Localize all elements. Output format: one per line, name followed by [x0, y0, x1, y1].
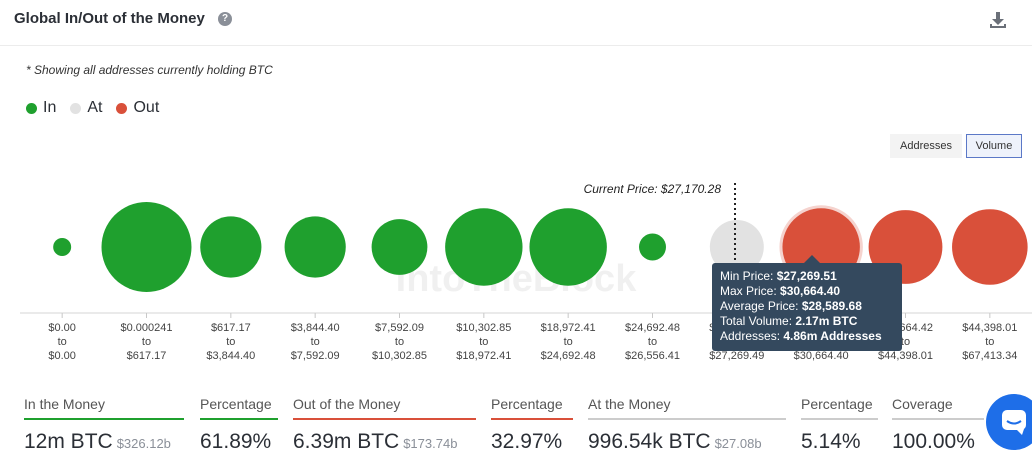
bucket-label-7: $24,692.48 to $26,556.41	[625, 322, 680, 362]
bubble-1	[101, 202, 192, 292]
bubble-4	[371, 219, 428, 275]
tooltip-box	[712, 263, 902, 351]
tooltip-row-0: Min Price: $27,269.51	[720, 269, 837, 283]
stat-in-percentage-value: 61.89%	[200, 430, 272, 453]
holdings-note: * Showing all addresses currently holdin…	[26, 63, 273, 77]
legend-label-in: In	[43, 99, 57, 116]
stat-at-money-usd: $27.08b	[714, 436, 762, 451]
legend-item-in[interactable]: In	[26, 99, 56, 117]
bubble-11	[952, 209, 1028, 285]
stat-at-percentage: Percentage 5.14%	[801, 396, 878, 454]
page-title: Global In/Out of the Money	[14, 10, 205, 27]
bubble-8	[709, 220, 764, 274]
stat-at-money-label: At the Money	[588, 396, 786, 420]
stats-bar: In the Money 12m BTC $326.12b Percentage …	[0, 396, 1032, 470]
stat-in-money-label: In the Money	[24, 396, 184, 420]
stat-out-percentage: Percentage 32.97%	[491, 396, 573, 454]
stat-at-money-value: 996.54k BTC $27.08b	[588, 430, 786, 454]
chart-legend: In At Out	[26, 99, 159, 117]
bucket-label-11: $44,398.01 to $67,413.34	[962, 322, 1017, 362]
stat-at-money-amount: 996.54k BTC	[588, 430, 711, 453]
stat-out-money-label: Out of the Money	[293, 396, 476, 420]
panel-header: Global In/Out of the Money ?	[0, 0, 1032, 46]
stat-coverage: Coverage 100.00%	[892, 396, 984, 454]
bubble-3	[284, 216, 346, 278]
stat-coverage-value: 100.00%	[892, 430, 975, 453]
tooltip-row-1: Max Price: $30,664.40	[720, 284, 840, 298]
legend-dot-out	[116, 102, 128, 114]
stat-in-money: In the Money 12m BTC $326.12b	[24, 396, 184, 454]
download-icon[interactable]	[988, 10, 1008, 30]
stat-in-percentage: Percentage 61.89%	[200, 396, 278, 454]
bubble-0	[53, 238, 72, 256]
stat-out-percentage-value: 32.97%	[491, 430, 563, 453]
legend-dot-at	[70, 102, 82, 114]
bubble-6	[529, 208, 607, 286]
bubble-5	[445, 208, 523, 286]
tooltip-row-3: Total Volume: 2.17m BTC	[720, 314, 858, 328]
current-price-label: Current Price: $27,170.28	[584, 182, 722, 196]
stat-out-money-usd: $173.74b	[403, 436, 458, 451]
help-icon[interactable]: ?	[218, 12, 232, 26]
bubble-2	[200, 216, 262, 278]
volume-toggle-button[interactable]: Volume	[966, 134, 1022, 158]
stat-out-money-value: 6.39m BTC $173.74b	[293, 430, 476, 454]
bucket-label-4: $7,592.09 to $10,302.85	[372, 322, 427, 362]
legend-label-out: Out	[133, 99, 160, 116]
bucket-label-1: $0.000241 to $617.17	[121, 322, 173, 362]
chat-button[interactable]	[986, 394, 1032, 450]
stat-in-money-usd: $326.12b	[116, 436, 171, 451]
tooltip-row-2: Average Price: $28,589.68	[720, 299, 862, 313]
stat-out-percentage-label: Percentage	[491, 396, 573, 420]
stat-at-percentage-label: Percentage	[801, 396, 878, 420]
bubble-chart: IntoTheBlock$0.00 to $0.00$0.000241 to $617.…	[20, 182, 1032, 362]
stat-in-percentage-label: Percentage	[200, 396, 278, 420]
legend-dot-in	[26, 102, 37, 114]
stat-at-money: At the Money 996.54k BTC $27.08b	[588, 396, 786, 454]
legend-label-at: At	[87, 99, 103, 116]
legend-item-out[interactable]: Out	[116, 99, 159, 117]
legend-item-at[interactable]: At	[70, 99, 102, 117]
addresses-toggle-button[interactable]: Addresses	[890, 134, 962, 158]
stat-at-percentage-value: 5.14%	[801, 430, 861, 453]
bucket-label-2: $617.17 to $3,844.40	[206, 322, 255, 362]
stat-out-money-amount: 6.39m BTC	[293, 430, 400, 453]
tooltip-row-4: Addresses: 4.86m Addresses	[720, 329, 882, 343]
stat-in-money-amount: 12m BTC	[24, 430, 113, 453]
bucket-label-6: $18,972.41 to $24,692.48	[541, 322, 596, 362]
stat-coverage-label: Coverage	[892, 396, 984, 420]
bubble-7	[639, 233, 666, 261]
chat-icon	[1002, 410, 1026, 435]
bucket-label-0: $0.00 to $0.00	[48, 322, 76, 362]
bucket-label-5: $10,302.85 to $18,972.41	[456, 322, 511, 362]
tooltip-arrow	[804, 255, 820, 263]
stat-out-money: Out of the Money 6.39m BTC $173.74b	[293, 396, 476, 454]
bucket-label-3: $3,844.40 to $7,592.09	[291, 322, 340, 362]
stat-in-money-value: 12m BTC $326.12b	[24, 430, 184, 454]
